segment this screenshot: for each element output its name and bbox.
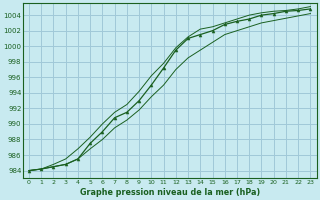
X-axis label: Graphe pression niveau de la mer (hPa): Graphe pression niveau de la mer (hPa) <box>80 188 260 197</box>
